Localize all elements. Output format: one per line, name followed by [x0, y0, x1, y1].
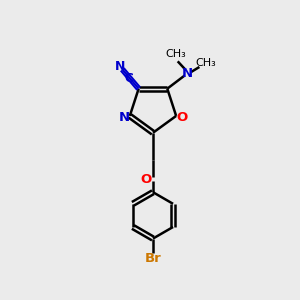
Text: Br: Br: [145, 252, 161, 265]
Text: O: O: [140, 172, 152, 186]
Text: N: N: [118, 111, 129, 124]
Text: CH₃: CH₃: [196, 58, 216, 68]
Text: CH₃: CH₃: [166, 49, 187, 58]
Text: N: N: [182, 67, 193, 80]
Text: C: C: [124, 72, 133, 85]
Text: N: N: [115, 61, 125, 74]
Text: O: O: [176, 111, 187, 124]
